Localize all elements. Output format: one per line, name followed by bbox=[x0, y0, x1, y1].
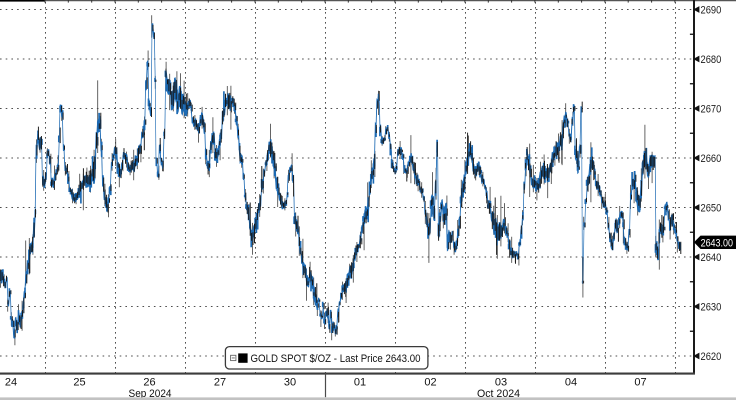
svg-text:25: 25 bbox=[73, 377, 85, 389]
svg-text:30: 30 bbox=[284, 377, 296, 389]
svg-text:2670: 2670 bbox=[701, 104, 722, 116]
svg-text:24: 24 bbox=[5, 377, 17, 389]
svg-text:04: 04 bbox=[565, 377, 577, 389]
svg-text:2680: 2680 bbox=[701, 54, 722, 66]
svg-text:2643.00: 2643.00 bbox=[701, 237, 733, 249]
svg-text:GOLD SPOT $/OZ - Last Price 26: GOLD SPOT $/OZ - Last Price 2643.00 bbox=[251, 353, 421, 365]
svg-text:2630: 2630 bbox=[701, 302, 722, 314]
svg-text:01: 01 bbox=[354, 377, 366, 389]
svg-text:2620: 2620 bbox=[701, 351, 722, 363]
svg-text:2660: 2660 bbox=[701, 153, 722, 165]
svg-text:03: 03 bbox=[495, 377, 507, 389]
svg-text:Oct 2024: Oct 2024 bbox=[477, 388, 520, 400]
svg-text:Sep 2024: Sep 2024 bbox=[129, 388, 172, 400]
svg-text:07: 07 bbox=[634, 377, 646, 389]
svg-text:2650: 2650 bbox=[701, 203, 722, 215]
svg-text:27: 27 bbox=[214, 377, 226, 389]
svg-text:2640: 2640 bbox=[701, 252, 722, 264]
svg-text:2690: 2690 bbox=[701, 5, 722, 17]
svg-text:26: 26 bbox=[143, 377, 155, 389]
svg-text:02: 02 bbox=[424, 377, 436, 389]
